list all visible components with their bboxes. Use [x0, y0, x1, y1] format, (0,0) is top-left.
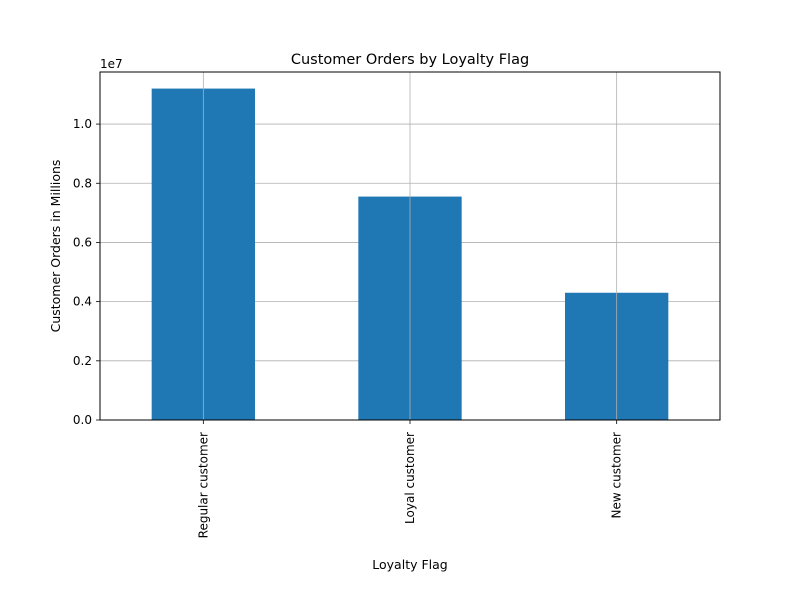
y-tick-label: 0.4 [73, 295, 92, 309]
x-tick-label: New customer [610, 432, 624, 519]
x-axis-ticks: Regular customer Loyal customer New custom… [196, 420, 624, 538]
y-tick-label: 0.2 [73, 354, 92, 368]
bars [151, 72, 669, 421]
chart-title: Customer Orders by Loyalty Flag [291, 52, 529, 68]
y-tick-label: 0.6 [73, 235, 92, 249]
y-axis-label: Customer Orders in Millions [48, 160, 63, 333]
x-tick-label: Loyal customer [403, 432, 417, 524]
y-tick-label: 0.8 [73, 176, 92, 190]
y-axis-ticks: 0.0 0.2 0.4 0.6 0.8 1.0 [73, 117, 100, 427]
x-axis-label: Loyalty Flag [372, 557, 447, 572]
y-offset-label: 1e7 [100, 57, 123, 71]
x-tick-label: Regular customer [196, 432, 210, 538]
y-tick-label: 0.0 [73, 413, 92, 427]
y-tick-label: 1.0 [73, 117, 92, 131]
